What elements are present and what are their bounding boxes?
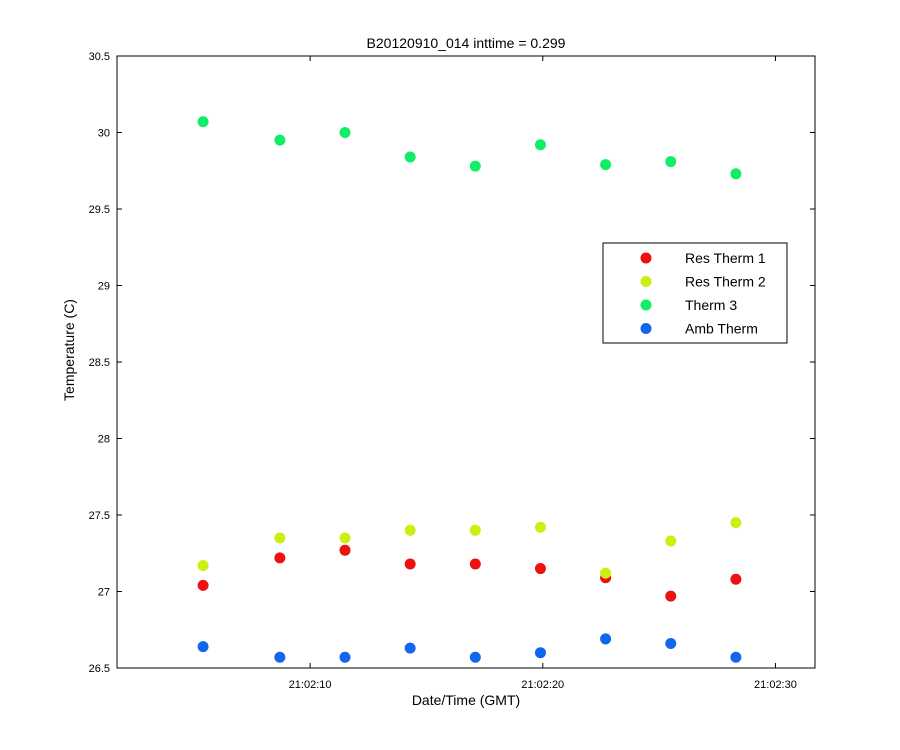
series-0 xyxy=(197,544,742,602)
data-point xyxy=(730,168,742,180)
y-tick-label: 27.5 xyxy=(89,510,110,522)
data-point xyxy=(404,524,416,536)
data-point xyxy=(600,633,612,645)
y-tick-label: 28.5 xyxy=(89,357,110,369)
data-point xyxy=(600,159,612,171)
legend-box xyxy=(602,242,788,344)
data-point xyxy=(197,641,209,653)
y-axis-title: Temperature (C) xyxy=(61,299,77,401)
legend-label: Therm 3 xyxy=(685,297,737,313)
data-point xyxy=(339,127,351,138)
data-point xyxy=(197,559,209,571)
x-tick-label: 21:02:20 xyxy=(521,679,564,691)
plot-area xyxy=(116,55,816,669)
data-point xyxy=(274,134,286,146)
data-point xyxy=(665,590,677,602)
x-axis: 21:02:10 21:02:20 21:02:30 xyxy=(289,56,797,691)
data-point xyxy=(339,532,351,544)
data-point xyxy=(534,139,546,151)
data-point xyxy=(730,517,742,529)
legend-label: Res Therm 2 xyxy=(685,274,766,290)
y-tick-label: 28 xyxy=(98,434,110,446)
legend-marker xyxy=(640,252,652,264)
data-point xyxy=(469,160,481,172)
legend-label: Res Therm 1 xyxy=(685,250,766,266)
data-point xyxy=(404,558,416,570)
data-point xyxy=(665,535,677,547)
data-point xyxy=(404,642,416,654)
y-tick-label: 27 xyxy=(98,587,110,599)
data-point xyxy=(197,116,209,128)
chart-title: B20120910_014 inttime = 0.299 xyxy=(367,35,566,51)
series-1 xyxy=(197,517,742,579)
data-point xyxy=(665,156,677,168)
data-point xyxy=(274,552,286,564)
legend-marker xyxy=(640,299,652,311)
data-point xyxy=(665,638,677,650)
y-tick-label: 29 xyxy=(98,281,110,293)
data-point xyxy=(534,647,546,659)
data-point xyxy=(274,651,286,663)
y-tick-label: 29.5 xyxy=(89,204,110,216)
data-point xyxy=(404,151,416,163)
series-2 xyxy=(197,116,742,180)
y-tick-label: 26.5 xyxy=(89,663,110,675)
data-points xyxy=(197,116,742,663)
legend-marker xyxy=(640,323,652,334)
data-point xyxy=(534,521,546,533)
data-point xyxy=(730,651,742,663)
data-point xyxy=(197,579,209,591)
y-tick-label: 30.5 xyxy=(89,51,110,63)
data-point xyxy=(600,567,612,579)
y-tick-label: 30 xyxy=(98,128,110,140)
y-axis: 26.5 27 27.5 28 28.5 29 29.5 30 30.5 xyxy=(89,51,815,675)
data-point xyxy=(274,532,286,544)
data-point xyxy=(469,651,481,663)
data-point xyxy=(469,524,481,536)
data-point xyxy=(339,544,351,556)
series-3 xyxy=(197,633,742,663)
data-point xyxy=(730,573,742,585)
x-axis-title: Date/Time (GMT) xyxy=(412,692,520,708)
legend-marker xyxy=(640,276,652,287)
x-tick-label: 21:02:30 xyxy=(754,679,797,691)
legend: Res Therm 1 Res Therm 2 Therm 3 Amb Therm xyxy=(602,242,788,344)
data-point xyxy=(339,651,351,663)
data-point xyxy=(534,563,546,575)
data-point xyxy=(469,558,481,570)
x-tick-label: 21:02:10 xyxy=(289,679,332,691)
legend-label: Amb Therm xyxy=(685,321,758,337)
